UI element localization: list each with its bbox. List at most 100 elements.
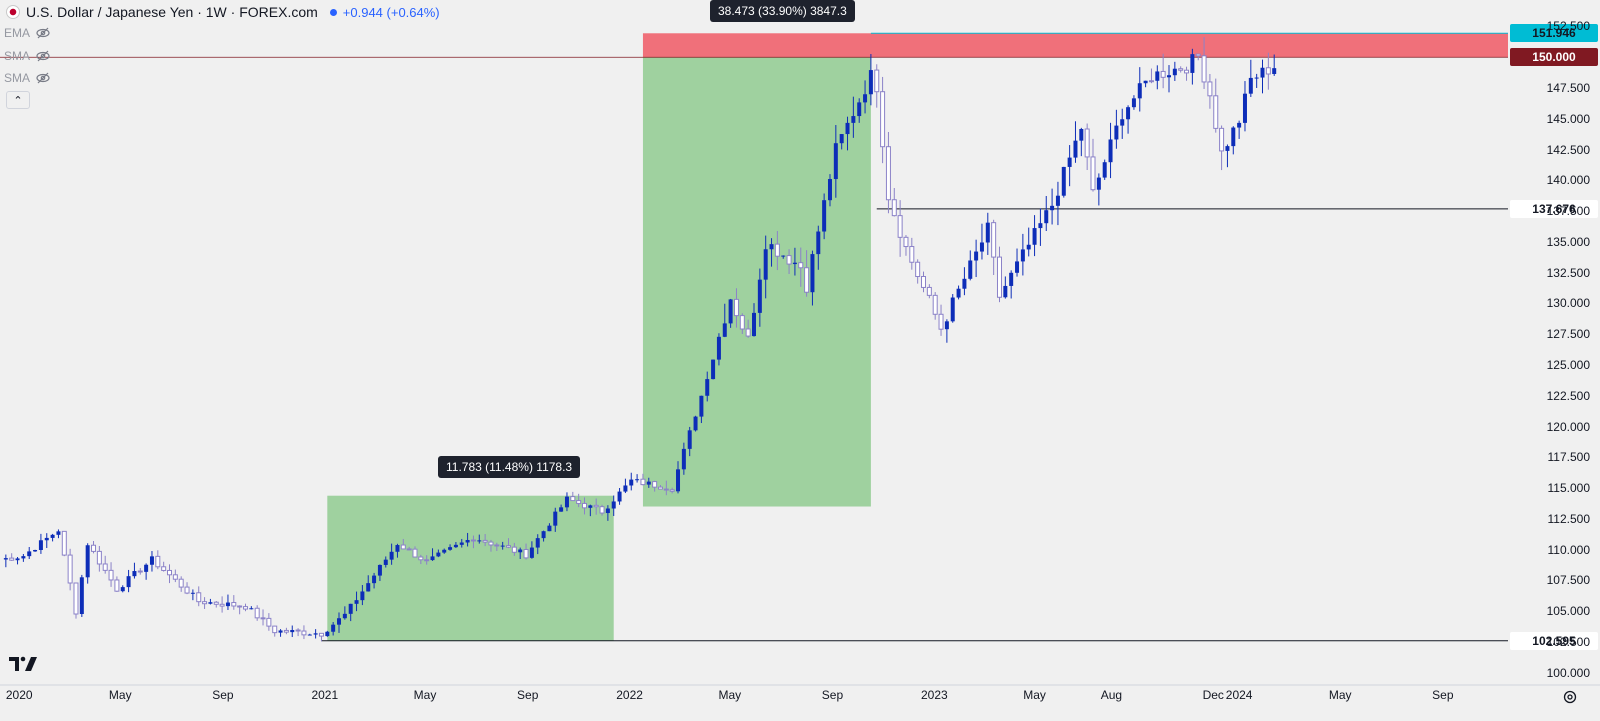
candle-up [149, 556, 154, 565]
candle-up [85, 545, 90, 578]
candle-up [383, 559, 388, 565]
measure-label-2022: 38.473 (33.90%) 3847.3 [710, 0, 855, 22]
time-tick-label: May [718, 688, 742, 702]
candle-up [1067, 157, 1072, 167]
price-level-tag[interactable]: 137.676 [1510, 199, 1598, 218]
candle-down [1090, 156, 1096, 191]
candle-up [290, 630, 295, 633]
candle-down [786, 255, 792, 265]
indicator-label: SMA [4, 71, 31, 85]
candle-up [33, 549, 38, 552]
candle-down [523, 549, 529, 559]
candle-up [1061, 166, 1066, 196]
candle-up [617, 491, 622, 502]
gear-icon[interactable] [1562, 689, 1578, 705]
candle-up [1055, 195, 1060, 206]
candle-up [792, 262, 797, 265]
candle-up [693, 416, 698, 431]
candle-up [1050, 205, 1055, 211]
candle-up [1079, 129, 1084, 141]
eye-hidden-icon[interactable] [36, 49, 50, 63]
candle-up [623, 485, 628, 492]
price-tick-label: 112.500 [1547, 511, 1591, 526]
candle-down [167, 569, 173, 576]
symbol-title[interactable]: U.S. Dollar / Japanese Yen · 1W · FOREX.… [26, 4, 318, 20]
time-tick-label: 2023 [920, 688, 948, 702]
candle-down [96, 550, 102, 565]
candle-down [482, 539, 488, 543]
candle-down [424, 559, 430, 562]
candle-down [1184, 69, 1190, 74]
candle-down [1084, 128, 1090, 158]
candle-down [1148, 80, 1154, 83]
indicator-sma-1[interactable]: SMA [4, 48, 50, 64]
price-level-tag[interactable]: 102.595 [1510, 631, 1598, 650]
candle-up [564, 496, 569, 508]
candle-down [494, 544, 500, 547]
candle-up [1166, 75, 1171, 78]
candle-down [161, 566, 167, 571]
candle-up [716, 336, 721, 360]
eye-hidden-icon[interactable] [36, 71, 50, 85]
candle-down [669, 489, 675, 492]
candle-down [511, 546, 517, 553]
candle-up [21, 556, 26, 559]
price-level-tag[interactable]: 150.000 [1510, 48, 1598, 67]
candle-down [1265, 67, 1271, 75]
candle-up [687, 430, 692, 449]
indicator-label: EMA [4, 26, 31, 40]
status-dot-icon [329, 8, 337, 16]
candle-up [781, 255, 786, 257]
candle-down [219, 603, 225, 607]
price-change: +0.944 (+0.64%) [342, 4, 440, 20]
time-tick-label: 2021 [311, 688, 339, 702]
collapse-legend-button[interactable]: ⌃ [6, 91, 30, 109]
candle-up [1254, 77, 1259, 79]
tradingview-logo-icon[interactable] [8, 655, 40, 673]
candle-up [448, 547, 453, 550]
candle-up [635, 479, 640, 481]
price-tick-label: 107.500 [1546, 573, 1590, 588]
indicator-ema[interactable]: EMA [4, 25, 50, 41]
candle-up [553, 511, 558, 526]
price-tick-label: 125.000 [1546, 357, 1590, 372]
candle-up [395, 545, 400, 552]
candle-up [337, 618, 342, 625]
candle-up [711, 359, 716, 380]
candle-down [996, 256, 1002, 298]
price-tick-label: 122.500 [1546, 388, 1590, 403]
candle-up [249, 608, 254, 610]
candle-up [944, 321, 949, 330]
candle-down [67, 554, 73, 584]
measure-label-2021: 11.783 (11.48%) 1178.3 [438, 456, 581, 478]
time-tick-label: Dec [1202, 688, 1224, 702]
candle-up [56, 531, 61, 535]
candle-down [909, 246, 915, 263]
candle-down [108, 569, 114, 581]
candle-up [366, 583, 371, 592]
candle-up [1026, 244, 1031, 250]
price-tick-label: 105.000 [1546, 604, 1590, 619]
time-tick-label: Sep [212, 688, 234, 702]
time-tick-label: Sep [1432, 688, 1454, 702]
indicator-sma-2[interactable]: SMA [4, 70, 50, 86]
candle-up [956, 288, 961, 298]
candle-up [1102, 162, 1107, 178]
candle-down [657, 486, 663, 490]
indicator-label: SMA [4, 49, 31, 63]
price-tick-label: 115.000 [1547, 481, 1591, 496]
price-level-tag[interactable]: 151.946 [1510, 24, 1598, 43]
candle-up [676, 469, 681, 492]
candle-down [897, 215, 903, 238]
candle-up [611, 501, 616, 509]
candle-down [272, 625, 278, 634]
price-tick-label: 127.500 [1546, 327, 1590, 342]
candle-up [1242, 93, 1247, 123]
candle-up [1126, 107, 1131, 120]
eye-hidden-icon[interactable] [36, 26, 50, 40]
candle-down [506, 545, 512, 548]
candle-up [325, 631, 330, 637]
candle-up [1114, 125, 1119, 140]
candle-up [1190, 54, 1195, 73]
